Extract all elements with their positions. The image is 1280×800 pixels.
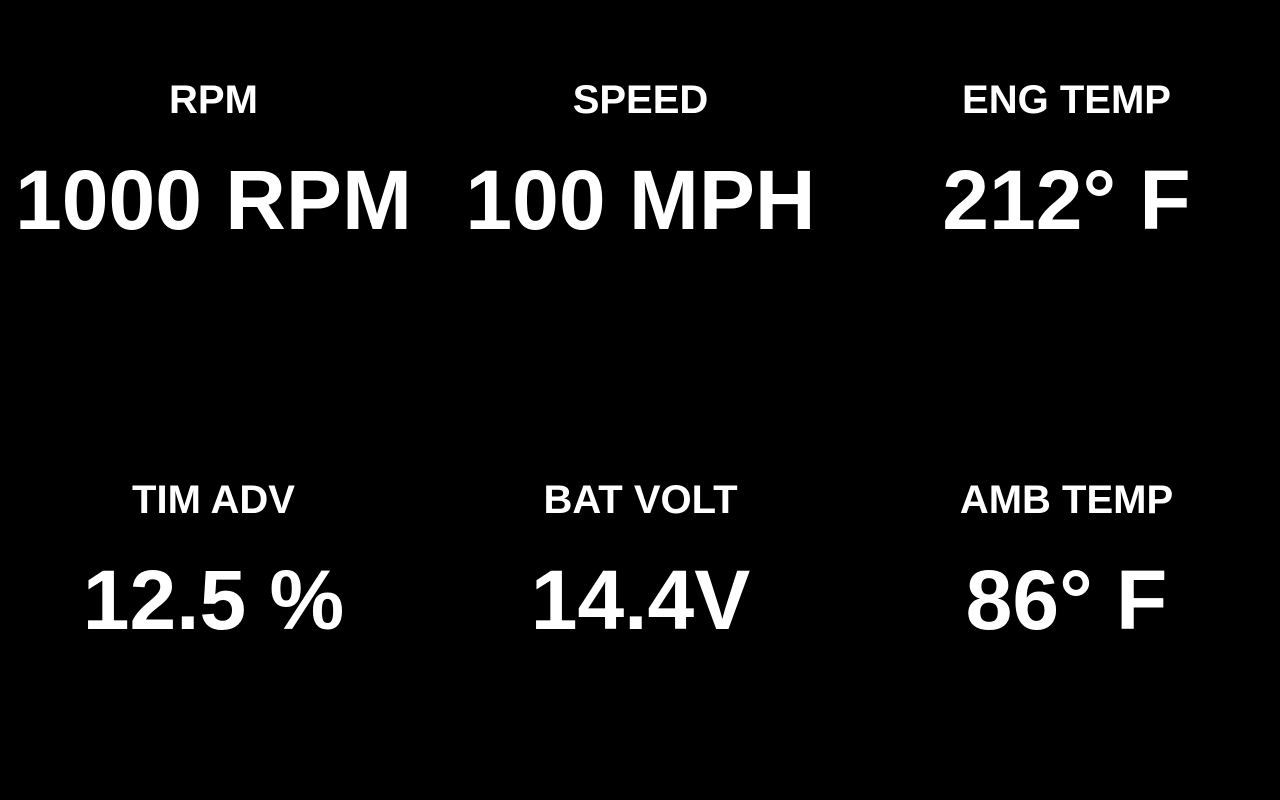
gauge-value-ambient-temp: 86° F <box>965 553 1168 647</box>
gauge-label-speed: SPEED <box>572 78 709 122</box>
gauge-speed: SPEED 100 MPH <box>427 78 854 242</box>
gauge-ambient-temp: AMB TEMP 86° F <box>853 478 1280 642</box>
gauge-label-battery-voltage: BAT VOLT <box>543 478 738 522</box>
gauge-label-rpm: RPM <box>169 78 258 122</box>
gauge-label-engine-temp: ENG TEMP <box>962 78 1171 122</box>
gauge-value-battery-voltage: 14.4V <box>530 553 751 647</box>
gauge-timing-advance: TIM ADV 12.5 % <box>0 478 427 642</box>
gauge-value-engine-temp: 212° F <box>942 153 1191 247</box>
gauge-value-rpm: 1000 RPM <box>15 153 412 247</box>
gauge-engine-temp: ENG TEMP 212° F <box>853 78 1280 242</box>
gauge-label-timing-advance: TIM ADV <box>132 478 295 522</box>
gauge-value-speed: 100 MPH <box>465 153 816 247</box>
gauge-battery-voltage: BAT VOLT 14.4V <box>427 478 854 642</box>
gauge-value-timing-advance: 12.5 % <box>82 553 345 647</box>
gauge-rpm: RPM 1000 RPM <box>0 78 427 242</box>
gauge-label-ambient-temp: AMB TEMP <box>959 478 1174 522</box>
